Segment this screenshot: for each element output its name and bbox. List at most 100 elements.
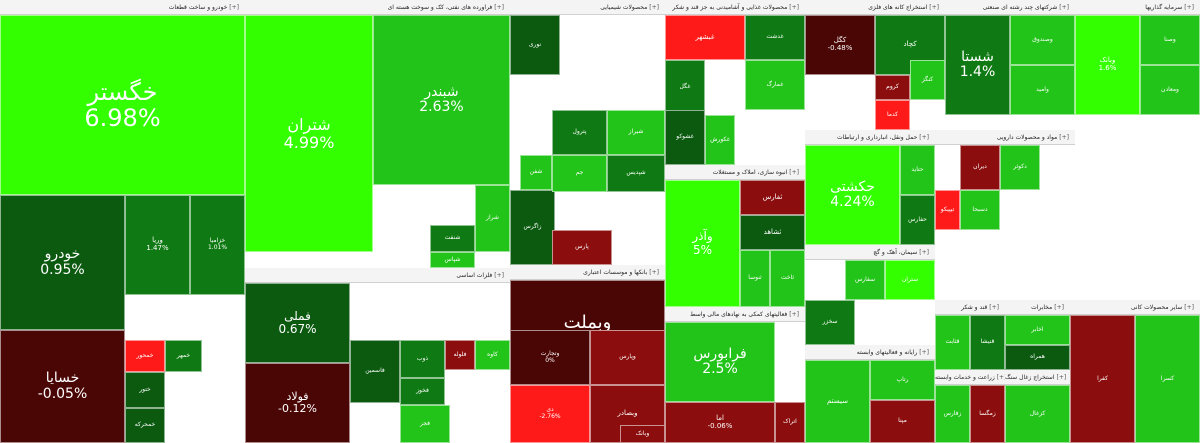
- stock-tile[interactable]: وصندوق: [1010, 15, 1075, 65]
- stock-tile[interactable]: وریا 1.47%: [125, 195, 190, 295]
- sector-header[interactable]: بانکها و موسسات اعتباری [+]: [510, 265, 665, 280]
- stock-tile[interactable]: حکشتی 4.24%: [805, 145, 900, 245]
- stock-tile[interactable]: شتران 4.99%: [245, 15, 373, 252]
- expand-toggle-icon[interactable]: [+]: [649, 4, 659, 11]
- sector-header[interactable]: حمل ونقل، انبارداری و ارتباطات [+]: [805, 130, 935, 145]
- stock-tile[interactable]: زمگسا: [970, 385, 1005, 443]
- stock-tile[interactable]: پترول: [552, 110, 607, 155]
- stock-tile[interactable]: ستران: [885, 260, 935, 300]
- expand-toggle-icon[interactable]: [+]: [1184, 4, 1194, 11]
- expand-toggle-icon[interactable]: [+]: [919, 134, 929, 141]
- stock-tile[interactable]: وبانک 1.6%: [1075, 15, 1140, 115]
- stock-tile[interactable]: سخزر: [805, 300, 855, 345]
- stock-tile[interactable]: سیستم: [805, 360, 870, 443]
- stock-tile[interactable]: خمحور: [125, 340, 165, 372]
- stock-tile[interactable]: فرابورس 2.5%: [665, 322, 775, 402]
- stock-tile[interactable]: رتاپ: [870, 360, 935, 400]
- stock-tile[interactable]: دکوثر: [1000, 145, 1040, 190]
- stock-tile[interactable]: دیران: [960, 145, 1000, 190]
- sector-header[interactable]: فلزات اساسی [+]: [245, 268, 510, 283]
- stock-tile[interactable]: وآذر 5%: [665, 180, 740, 307]
- expand-toggle-icon[interactable]: [+]: [494, 272, 504, 279]
- stock-tile[interactable]: وبانک: [620, 425, 665, 443]
- sector-header[interactable]: فراورده های نفتی، کک و سوخت هسته ای [+]: [245, 0, 510, 15]
- stock-tile[interactable]: شپدیس: [607, 155, 665, 192]
- stock-tile[interactable]: همراه: [1005, 345, 1070, 370]
- expand-toggle-icon[interactable]: [+]: [919, 249, 929, 256]
- stock-tile[interactable]: شراز: [475, 185, 510, 252]
- sector-header[interactable]: زراعت و خدمات وابسته[+]: [935, 370, 1005, 385]
- stock-tile[interactable]: حتاید: [900, 145, 935, 195]
- sector-header[interactable]: انبوه سازی، املاک و مستغلات [+]: [665, 165, 805, 180]
- stock-tile[interactable]: وتجارت 0%: [510, 330, 590, 385]
- stock-tile[interactable]: اما -0.06%: [665, 402, 775, 443]
- sector-header[interactable]: سایر محصولات کانی [+]: [1070, 300, 1200, 315]
- stock-tile[interactable]: غبشهر: [665, 15, 745, 60]
- stock-tile[interactable]: مپنا: [870, 400, 935, 443]
- stock-tile[interactable]: خمحرکه: [125, 408, 165, 443]
- stock-tile[interactable]: شبندر 2.63%: [373, 15, 510, 185]
- stock-tile[interactable]: شنفت: [430, 225, 475, 252]
- expand-toggle-icon[interactable]: [+]: [1054, 304, 1064, 311]
- stock-tile[interactable]: کزغال: [1005, 385, 1070, 443]
- stock-tile[interactable]: غدشت: [745, 15, 805, 60]
- sector-header[interactable]: سرمایه گذاریها [+]: [1075, 0, 1200, 15]
- stock-tile[interactable]: غشوکو: [665, 110, 705, 165]
- stock-tile[interactable]: خزامیا 1.01%: [190, 195, 245, 295]
- stock-tile[interactable]: ثاخت: [770, 250, 805, 307]
- expand-toggle-icon[interactable]: [+]: [1059, 134, 1069, 141]
- stock-tile[interactable]: غگل: [665, 60, 705, 115]
- stock-tile[interactable]: غمارگ: [745, 60, 805, 110]
- sector-header[interactable]: فعالیتهای کمکی به نهادهای مالی واسط [+]: [665, 307, 805, 322]
- stock-tile[interactable]: وپارس: [590, 330, 665, 385]
- stock-tile[interactable]: کگل -0.48%: [805, 15, 875, 75]
- sector-header[interactable]: استخراج کانه های فلزی [+]: [805, 0, 945, 15]
- stock-tile[interactable]: کفرا: [1070, 315, 1135, 443]
- stock-tile[interactable]: وصنا: [1140, 15, 1200, 65]
- sector-header[interactable]: مواد و محصولات دارویی [+]: [935, 130, 1075, 145]
- expand-toggle-icon[interactable]: [+]: [929, 4, 939, 11]
- expand-toggle-icon[interactable]: [+]: [649, 269, 659, 276]
- stock-tile[interactable]: شیراز: [607, 110, 665, 155]
- sector-header[interactable]: محصولات غذایی و آشامیدنی به جز قند و شکر…: [665, 0, 805, 15]
- stock-tile[interactable]: ثفارس: [740, 180, 805, 215]
- stock-tile[interactable]: فولاد -0.12%: [245, 363, 350, 443]
- stock-tile[interactable]: زاگرس: [510, 190, 555, 265]
- stock-tile[interactable]: ثنوسا: [740, 250, 770, 307]
- sector-header[interactable]: قند و شکر [+]: [935, 300, 1005, 315]
- stock-tile[interactable]: ثشاهد: [740, 215, 805, 250]
- expand-toggle-icon[interactable]: [+]: [494, 4, 504, 11]
- stock-tile[interactable]: کروم: [875, 75, 910, 100]
- stock-tile[interactable]: فخوز: [400, 378, 445, 405]
- stock-tile[interactable]: تیپیکو: [935, 190, 960, 230]
- stock-tile[interactable]: وامید: [1010, 65, 1075, 115]
- stock-tile[interactable]: حفارس: [900, 195, 935, 245]
- stock-tile[interactable]: قنیشا: [970, 315, 1005, 370]
- expand-toggle-icon[interactable]: [+]: [789, 311, 799, 318]
- stock-tile[interactable]: خگستر 6.98%: [0, 15, 245, 195]
- stock-tile[interactable]: فملی 0.67%: [245, 283, 350, 363]
- stock-tile[interactable]: دسبحا: [960, 190, 1000, 230]
- stock-tile[interactable]: غکورش: [705, 115, 735, 165]
- sector-header[interactable]: محصولات شیمیایی [+]: [510, 0, 665, 15]
- stock-tile[interactable]: خسایا -0.05%: [0, 330, 125, 443]
- stock-tile[interactable]: کنگز: [910, 60, 945, 100]
- stock-tile[interactable]: شستا 1.4%: [945, 15, 1010, 115]
- expand-toggle-icon[interactable]: [+]: [919, 349, 929, 356]
- sector-header[interactable]: سیمان، آهک و گچ [+]: [805, 245, 935, 260]
- stock-tile[interactable]: جم: [552, 155, 607, 192]
- expand-toggle-icon[interactable]: [+]: [789, 4, 799, 11]
- sector-header[interactable]: مخابرات [+]: [1005, 300, 1070, 315]
- stock-tile[interactable]: پارس: [552, 230, 612, 265]
- stock-tile[interactable]: دی -2.76%: [510, 385, 590, 443]
- stock-tile[interactable]: زفارس: [935, 385, 970, 443]
- sector-header[interactable]: شرکتهای چند رشته ای صنعتی [+]: [945, 0, 1075, 15]
- stock-tile[interactable]: کسرا: [1135, 315, 1200, 443]
- stock-tile[interactable]: شپاس: [430, 252, 475, 268]
- stock-tile[interactable]: سفارس: [845, 260, 885, 300]
- sector-header[interactable]: خودرو و ساخت قطعات [+]: [0, 0, 245, 15]
- stock-tile[interactable]: اتراک: [775, 402, 805, 443]
- expand-toggle-icon[interactable]: [+]: [1059, 4, 1069, 11]
- stock-tile[interactable]: کاوه: [475, 340, 510, 370]
- stock-tile[interactable]: کدما: [875, 100, 910, 130]
